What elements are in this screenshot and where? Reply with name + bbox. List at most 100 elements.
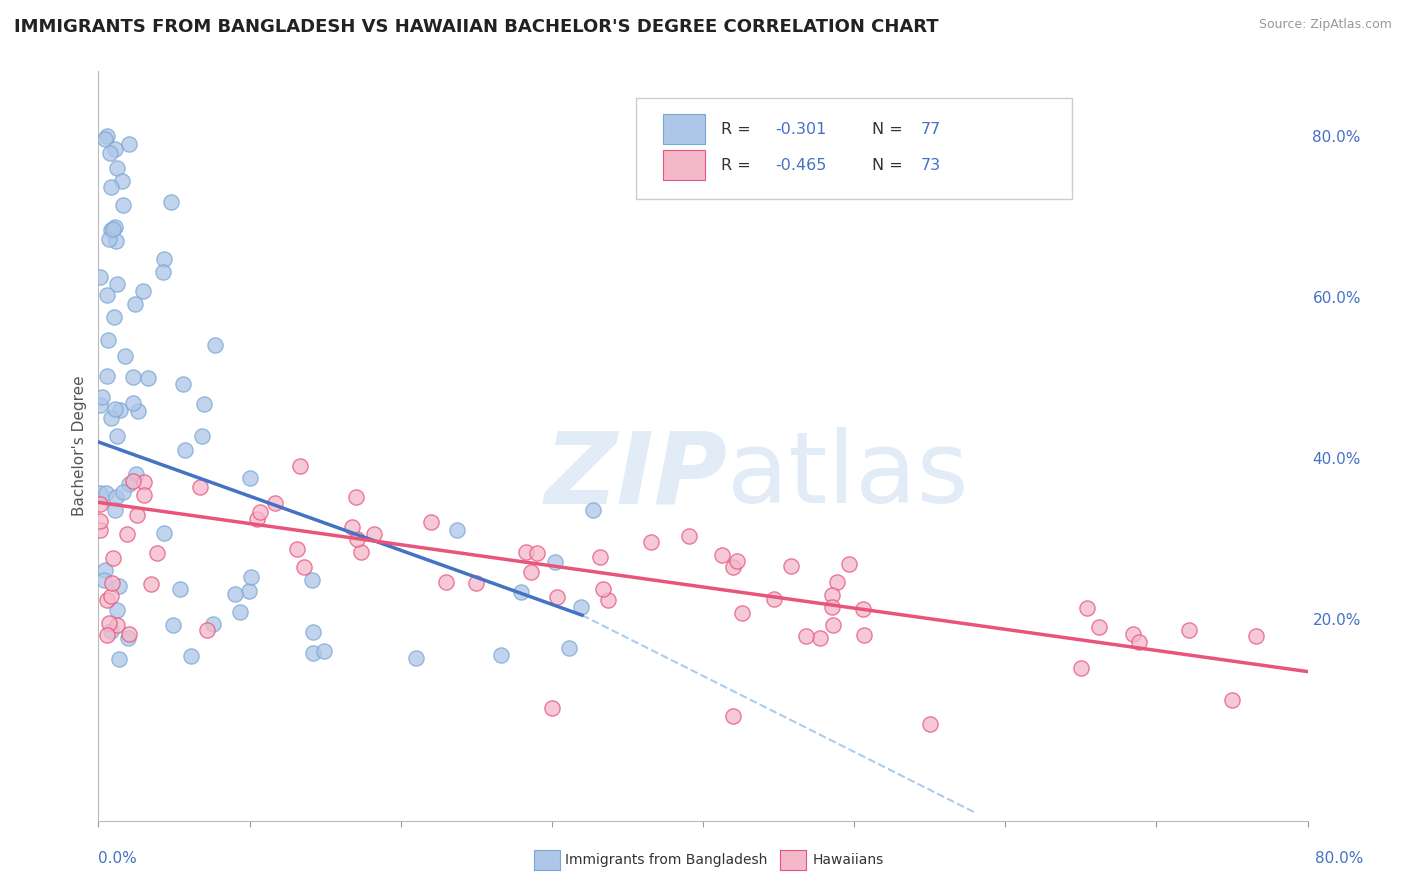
Point bbox=[96, 593, 118, 607]
Point bbox=[558, 640, 581, 655]
Point bbox=[118, 136, 141, 151]
Point bbox=[89, 523, 111, 537]
Point bbox=[464, 576, 486, 591]
Point bbox=[582, 503, 605, 517]
Point bbox=[640, 534, 662, 549]
Text: -0.465: -0.465 bbox=[776, 158, 827, 172]
Point bbox=[94, 131, 117, 145]
Point bbox=[1220, 693, 1243, 707]
Point bbox=[127, 404, 149, 418]
Point bbox=[125, 467, 148, 481]
Point bbox=[725, 554, 748, 568]
Text: N =: N = bbox=[872, 121, 908, 136]
Point bbox=[136, 370, 159, 384]
Point bbox=[104, 491, 127, 505]
Point bbox=[489, 648, 512, 663]
Point bbox=[1244, 628, 1267, 642]
Point bbox=[302, 624, 325, 639]
Text: N =: N = bbox=[872, 158, 908, 172]
Text: Source: ZipAtlas.com: Source: ZipAtlas.com bbox=[1258, 18, 1392, 31]
Point bbox=[96, 369, 118, 384]
Point bbox=[103, 310, 125, 324]
Point bbox=[589, 549, 612, 564]
Point bbox=[98, 616, 121, 631]
Point bbox=[110, 173, 132, 187]
Point bbox=[193, 397, 215, 411]
Point bbox=[118, 627, 141, 641]
Point bbox=[446, 524, 468, 538]
Y-axis label: Bachelor's Degree: Bachelor's Degree bbox=[72, 376, 87, 516]
Point bbox=[107, 579, 129, 593]
Point bbox=[89, 514, 111, 528]
Point bbox=[285, 541, 308, 556]
Point bbox=[546, 590, 568, 604]
Point bbox=[93, 563, 115, 577]
Point bbox=[731, 606, 754, 620]
Point bbox=[91, 390, 114, 404]
Point bbox=[105, 603, 128, 617]
Text: Immigrants from Bangladesh: Immigrants from Bangladesh bbox=[565, 853, 768, 867]
Point bbox=[100, 410, 122, 425]
Point bbox=[89, 269, 111, 284]
Point bbox=[108, 402, 131, 417]
Point bbox=[1070, 660, 1092, 674]
Point bbox=[569, 600, 592, 615]
Point bbox=[104, 220, 127, 235]
Point bbox=[122, 395, 145, 409]
Point bbox=[519, 565, 541, 579]
Point bbox=[101, 222, 124, 236]
Point bbox=[420, 515, 443, 529]
Point bbox=[721, 560, 744, 574]
Point bbox=[127, 508, 149, 522]
Point bbox=[1122, 626, 1144, 640]
Point bbox=[821, 588, 844, 602]
Point bbox=[105, 234, 128, 248]
Point bbox=[723, 709, 745, 723]
Point bbox=[93, 573, 115, 587]
Point bbox=[132, 284, 155, 298]
Point bbox=[124, 297, 146, 311]
Point bbox=[117, 631, 139, 645]
Point bbox=[346, 532, 368, 546]
Point bbox=[132, 475, 155, 490]
Point bbox=[851, 602, 873, 616]
Point bbox=[239, 471, 262, 485]
Point bbox=[190, 480, 212, 494]
Point bbox=[100, 179, 122, 194]
Point bbox=[202, 616, 225, 631]
Point bbox=[96, 628, 118, 642]
Point bbox=[808, 631, 831, 645]
Point bbox=[1177, 623, 1199, 637]
Text: 73: 73 bbox=[921, 158, 941, 172]
Point bbox=[162, 618, 184, 632]
Text: -0.301: -0.301 bbox=[776, 121, 827, 136]
Point bbox=[108, 651, 131, 665]
Point bbox=[246, 512, 269, 526]
Point bbox=[350, 544, 373, 558]
Point bbox=[104, 402, 127, 417]
Point bbox=[852, 627, 875, 641]
Point bbox=[598, 593, 620, 607]
FancyBboxPatch shape bbox=[664, 114, 706, 144]
Point bbox=[121, 475, 143, 489]
Point bbox=[105, 618, 128, 632]
Text: 77: 77 bbox=[921, 121, 941, 136]
Point bbox=[111, 484, 134, 499]
Point bbox=[173, 442, 195, 457]
Point bbox=[405, 651, 427, 665]
Text: IMMIGRANTS FROM BANGLADESH VS HAWAIIAN BACHELOR'S DEGREE CORRELATION CHART: IMMIGRANTS FROM BANGLADESH VS HAWAIIAN B… bbox=[14, 18, 939, 36]
Point bbox=[117, 477, 139, 491]
Point bbox=[838, 557, 860, 571]
Point bbox=[204, 338, 226, 352]
Point bbox=[97, 232, 120, 246]
Point bbox=[301, 574, 323, 588]
Point bbox=[146, 546, 169, 560]
Point bbox=[302, 646, 325, 660]
Point bbox=[105, 428, 128, 442]
Point bbox=[98, 145, 121, 160]
Point bbox=[160, 194, 183, 209]
Point bbox=[510, 585, 533, 599]
Point bbox=[238, 584, 260, 599]
Point bbox=[1087, 620, 1109, 634]
Point bbox=[224, 586, 246, 600]
